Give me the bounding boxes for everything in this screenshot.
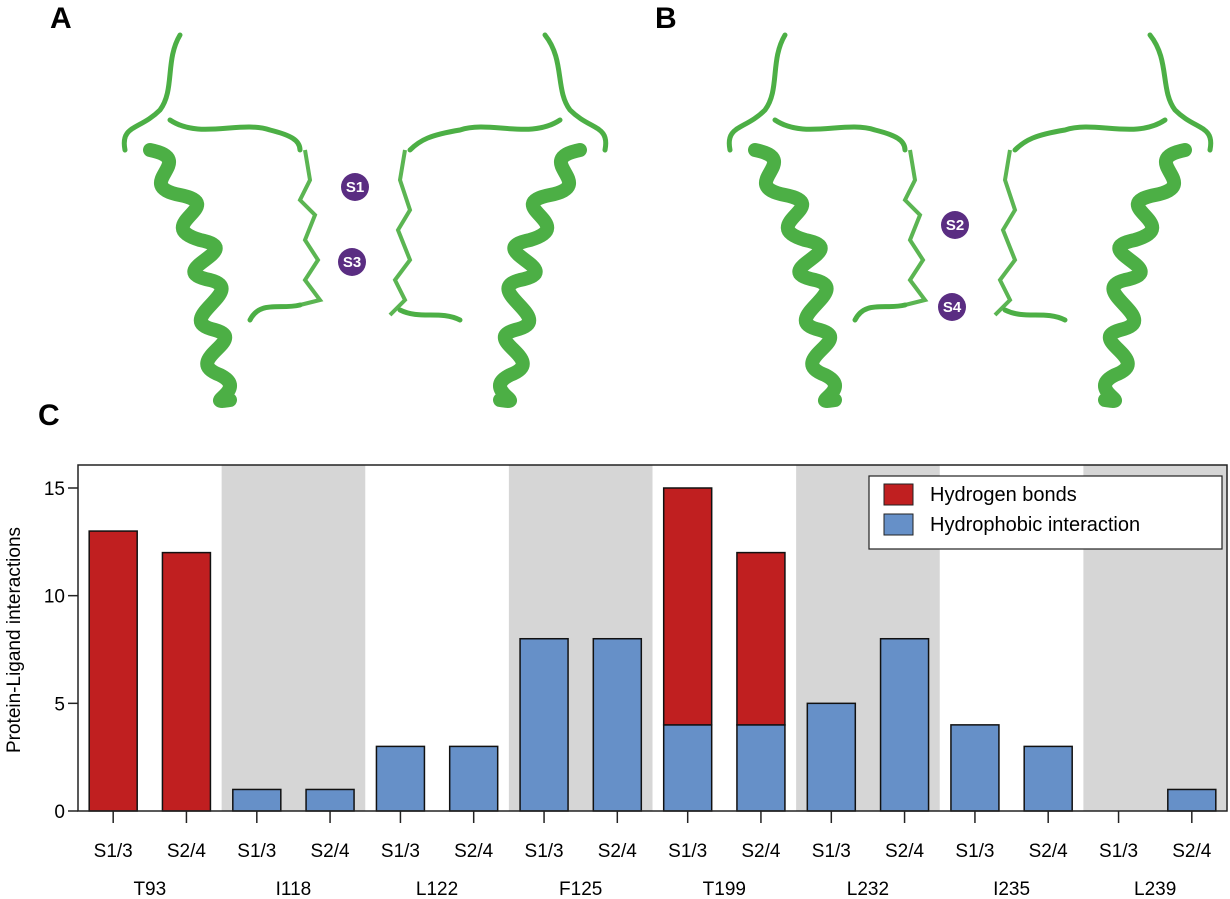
panel-a-protein-structure	[121, 32, 609, 408]
x-group-label-t199: T199	[703, 879, 746, 899]
panel-c-letter: C	[38, 399, 60, 432]
bar-t93-s2-4-hydrogen-bonds	[161, 551, 212, 812]
bar-i235-s1-3-hydrophobic	[950, 724, 1000, 812]
x-group-label-l232: L232	[847, 879, 889, 899]
ion-site-s2: S2	[941, 211, 969, 239]
bar-l122-s1-3-hydrophobic	[375, 745, 426, 812]
bar-f125-s2-4-hydrophobic	[592, 637, 643, 812]
svg-text:S1: S1	[346, 179, 364, 196]
x-subcategory-label: S2/4	[1029, 841, 1069, 862]
x-subcategory-label: S2/4	[885, 841, 925, 862]
bar-f125-s1-3-hydrophobic	[519, 637, 569, 812]
panel-b-protein-structure	[726, 32, 1214, 408]
y-tick-label: 0	[54, 802, 65, 823]
svg-text:S2: S2	[946, 217, 964, 234]
y-tick-label: 5	[54, 694, 65, 715]
panel-b-letter: B	[655, 2, 677, 35]
bar-l239-s2-4-hydrophobic	[1167, 788, 1217, 812]
ion-site-s1: S1	[341, 173, 369, 201]
y-tick-label: 10	[44, 587, 65, 608]
x-group-label-i118: I118	[276, 879, 312, 899]
x-subcategory-label: S1/3	[1099, 841, 1138, 862]
x-subcategory-label: S1/3	[381, 841, 420, 862]
x-subcategory-label: S2/4	[311, 841, 351, 862]
ion-site-s3: S3	[338, 248, 366, 276]
bar-l232-s2-4-hydrophobic	[879, 637, 930, 812]
bar-i235-s2-4-hydrophobic	[1023, 745, 1073, 812]
legend-label-hydrogen-bonds: Hydrogen bonds	[930, 484, 1077, 506]
y-axis-title: Protein-Ligand interactions	[4, 527, 25, 753]
x-group-label-l239: L239	[1134, 879, 1176, 899]
x-subcategory-label: S2/4	[167, 841, 207, 862]
y-axis: 0 5 10 15	[44, 479, 78, 823]
bar-t199-s2-4-hydrogen-bonds	[736, 551, 786, 726]
x-subcategory-label: S1/3	[94, 841, 133, 862]
x-subcategory-label: S1/3	[525, 841, 564, 862]
legend-label-hydrophobic: Hydrophobic interaction	[930, 514, 1140, 536]
bar-l122-s2-4-hydrophobic	[448, 745, 499, 812]
x-subcategory-label: S1/3	[237, 841, 276, 862]
bar-t199-s1-3-hydrophobic	[662, 724, 713, 812]
svg-text:S3: S3	[343, 254, 361, 271]
x-group-label-f125: F125	[559, 879, 602, 899]
x-subcategory-label: S2/4	[598, 841, 638, 862]
panel-a-letter: A	[50, 2, 72, 35]
x-subcategory-label: S1/3	[668, 841, 707, 862]
ion-site-s4: S4	[938, 293, 966, 321]
legend: Hydrogen bonds Hydrophobic interaction	[868, 475, 1223, 550]
bar-l232-s1-3-hydrophobic	[806, 702, 857, 812]
group-shade-i118	[221, 465, 366, 811]
bar-t199-s2-4-hydrophobic	[736, 724, 786, 812]
x-subcategory-label: S2/4	[1172, 841, 1212, 862]
legend-swatch-hydrophobic	[883, 513, 914, 536]
x-group-label-l122: L122	[416, 879, 458, 899]
bar-t93-s1-3-hydrogen-bonds	[88, 530, 138, 812]
y-tick-label: 15	[44, 479, 65, 500]
bar-t199-s1-3-hydrogen-bonds	[662, 487, 713, 726]
x-group-label-t93: T93	[133, 879, 166, 899]
x-group-label-i235: I235	[993, 879, 1030, 899]
x-subcategory-label: S2/4	[454, 841, 494, 862]
x-subcategory-label: S1/3	[812, 841, 851, 862]
legend-swatch-hydrogen-bonds	[883, 483, 914, 506]
bar-i118-s2-4-hydrophobic	[305, 788, 355, 812]
svg-text:S4: S4	[943, 299, 962, 316]
plot-frame	[77, 464, 1228, 812]
x-subcategory-label: S1/3	[955, 841, 994, 862]
bar-i118-s1-3-hydrophobic	[232, 788, 282, 812]
x-subcategory-label: S2/4	[741, 841, 781, 862]
